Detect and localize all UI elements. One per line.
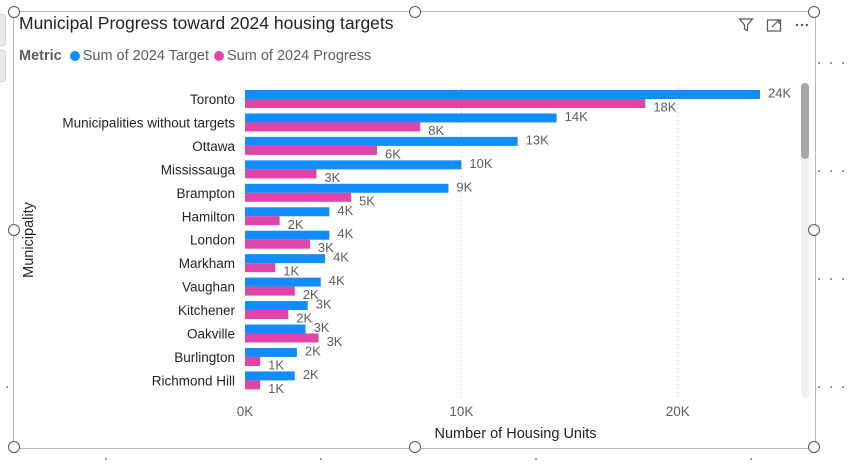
canvas-grid-dot: [535, 458, 537, 460]
chart-title: Municipal Progress toward 2024 housing t…: [19, 13, 394, 33]
canvas-grid-dot: [842, 386, 844, 388]
legend-label-target: Sum of 2024 Target: [82, 48, 210, 64]
resize-handle-top-left[interactable]: [8, 6, 20, 18]
legend-item-target[interactable]: Sum of 2024 Target: [69, 48, 210, 64]
resize-handle-top-center[interactable]: [409, 6, 421, 18]
more-options-icon[interactable]: [793, 16, 811, 34]
resize-handle-top-right[interactable]: [808, 6, 820, 18]
canvas-grid-dot: [750, 458, 752, 460]
focus-mode-icon[interactable]: [765, 16, 783, 34]
canvas-grid-dot: [842, 170, 844, 172]
canvas-grid-dot: [830, 62, 832, 64]
canvas-grid-dot: [830, 170, 832, 172]
pane-collapse-tab[interactable]: [0, 50, 6, 82]
pane-collapse-tab[interactable]: [0, 14, 6, 46]
canvas-grid-dot: [6, 386, 8, 388]
resize-handle-bottom-center[interactable]: [409, 441, 421, 453]
legend-label-progress: Sum of 2024 Progress: [227, 48, 372, 64]
canvas-grid-dot: [818, 170, 820, 172]
legend-swatch-progress: [214, 51, 225, 61]
resize-handle-middle-left[interactable]: [8, 224, 20, 236]
chart-scrollbar-thumb[interactable]: [801, 83, 809, 159]
filter-icon[interactable]: [737, 16, 755, 34]
canvas-grid-dot: [818, 386, 820, 388]
canvas-grid-dot: [842, 62, 844, 64]
canvas-grid-dot: [818, 62, 820, 64]
canvas-grid-dot: [830, 386, 832, 388]
visual-header-icons: [737, 16, 811, 34]
canvas-grid-dot: [830, 278, 832, 280]
legend-item-progress[interactable]: Sum of 2024 Progress: [214, 48, 371, 64]
chart-legend: Metric Sum of 2024 Target Sum of 2024 Pr…: [19, 48, 376, 64]
resize-handle-bottom-right[interactable]: [808, 441, 820, 453]
resize-handle-bottom-left[interactable]: [8, 441, 20, 453]
chart-visual[interactable]: [13, 11, 816, 449]
resize-handle-middle-right[interactable]: [808, 224, 820, 236]
canvas-grid-dot: [842, 278, 844, 280]
canvas-grid-dot: [105, 458, 107, 460]
legend-title: Metric: [19, 48, 62, 64]
canvas-grid-dot: [320, 458, 322, 460]
chart-scrollbar-track[interactable]: [801, 83, 809, 398]
legend-swatch-target: [69, 51, 80, 61]
canvas-grid-dot: [818, 278, 820, 280]
